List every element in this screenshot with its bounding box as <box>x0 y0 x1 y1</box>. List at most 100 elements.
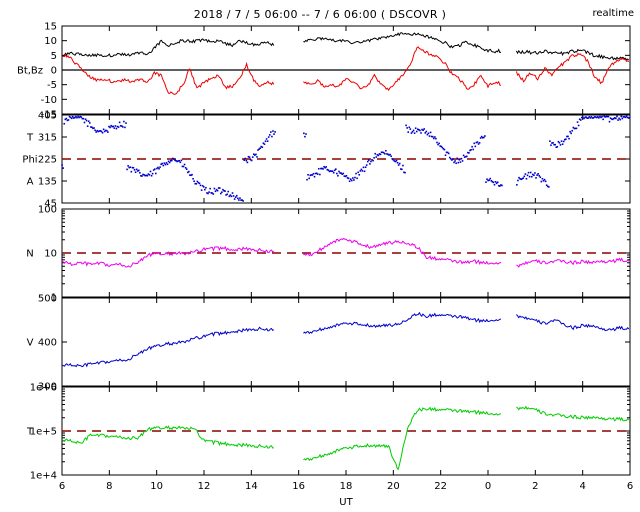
data-point <box>181 165 184 168</box>
data-point <box>543 178 546 181</box>
data-point <box>191 173 193 176</box>
data-point <box>313 175 316 178</box>
data-point <box>495 182 498 185</box>
data-point <box>259 147 261 149</box>
data-point <box>372 159 374 162</box>
data-point <box>87 120 90 123</box>
data-point <box>247 155 250 158</box>
data-point <box>474 145 477 148</box>
data-point <box>588 116 591 118</box>
data-point <box>101 131 104 134</box>
data-point <box>179 161 182 164</box>
data-point <box>471 145 473 148</box>
data-point <box>356 177 358 180</box>
data-point <box>568 137 570 140</box>
data-point <box>558 142 561 144</box>
data-point <box>316 173 319 175</box>
data-point <box>173 158 175 160</box>
data-point <box>158 167 160 170</box>
data-point <box>528 175 531 178</box>
data-point <box>365 164 368 166</box>
data-point <box>223 189 225 192</box>
data-point <box>196 180 199 183</box>
y-tick-label: 225 <box>38 155 57 166</box>
data-point <box>178 159 181 162</box>
data-point <box>172 157 174 160</box>
data-point <box>609 117 612 119</box>
data-point <box>552 141 554 144</box>
data-point <box>216 189 219 192</box>
data-point <box>233 198 236 200</box>
data-point <box>452 158 454 160</box>
data-point <box>332 171 335 174</box>
data-point <box>412 129 415 132</box>
y-tick-label: 15 <box>44 22 57 33</box>
data-point <box>347 177 350 180</box>
data-point <box>475 141 478 144</box>
data-point <box>397 164 400 166</box>
panel-ylabel: Phi <box>22 155 37 166</box>
data-point <box>464 155 467 158</box>
data-point <box>98 130 101 132</box>
data-point <box>188 170 190 173</box>
data-point <box>497 184 500 187</box>
data-point <box>311 174 314 176</box>
data-point <box>222 188 224 191</box>
data-point <box>403 171 405 174</box>
data-point <box>460 157 463 160</box>
data-point <box>401 168 403 171</box>
panel-ylabel: T <box>26 133 34 144</box>
data-point <box>606 115 609 118</box>
data-point <box>214 190 217 193</box>
data-point <box>390 155 392 158</box>
data-point <box>382 151 385 154</box>
data-point <box>245 159 248 162</box>
y-tick-label: 5 <box>51 51 57 62</box>
data-point <box>355 172 357 175</box>
data-point <box>345 174 348 177</box>
data-point <box>446 151 449 154</box>
data-point <box>584 116 586 119</box>
data-point <box>253 153 255 156</box>
data-point <box>350 179 353 182</box>
data-point <box>88 122 91 124</box>
data-point <box>169 159 172 162</box>
data-point <box>221 191 223 193</box>
data-point <box>524 173 527 175</box>
data-point <box>199 184 202 187</box>
data-point <box>224 190 226 192</box>
data-point <box>522 177 525 179</box>
data-point <box>114 125 117 127</box>
data-point <box>393 160 396 162</box>
data-point <box>458 158 461 161</box>
data-point <box>161 162 164 165</box>
data-point <box>627 117 630 119</box>
data-point <box>329 170 332 172</box>
x-tick-label: 10 <box>150 481 163 492</box>
data-point <box>599 115 601 118</box>
data-point <box>82 117 85 120</box>
data-point <box>399 168 402 170</box>
data-point <box>577 124 580 127</box>
data-point <box>264 140 267 143</box>
data-point <box>567 135 569 138</box>
data-point <box>566 135 568 138</box>
data-point <box>571 129 574 132</box>
data-point <box>450 158 452 160</box>
data-point <box>612 117 615 120</box>
data-point <box>527 171 530 174</box>
panel-magnetic-field: 15 10 5 0 -5 -10 -15 Bt,Bz <box>17 22 631 121</box>
data-point <box>239 197 241 199</box>
data-point <box>611 118 614 121</box>
data-point <box>77 115 79 118</box>
data-point <box>129 166 132 169</box>
series-Bt <box>62 32 630 61</box>
data-point <box>212 193 215 195</box>
data-point <box>487 179 489 182</box>
data-point <box>258 148 260 150</box>
data-point <box>489 177 492 180</box>
data-point <box>66 119 69 122</box>
data-point <box>95 131 97 133</box>
y-tick-label: -15 <box>41 110 57 121</box>
data-point <box>304 135 306 138</box>
